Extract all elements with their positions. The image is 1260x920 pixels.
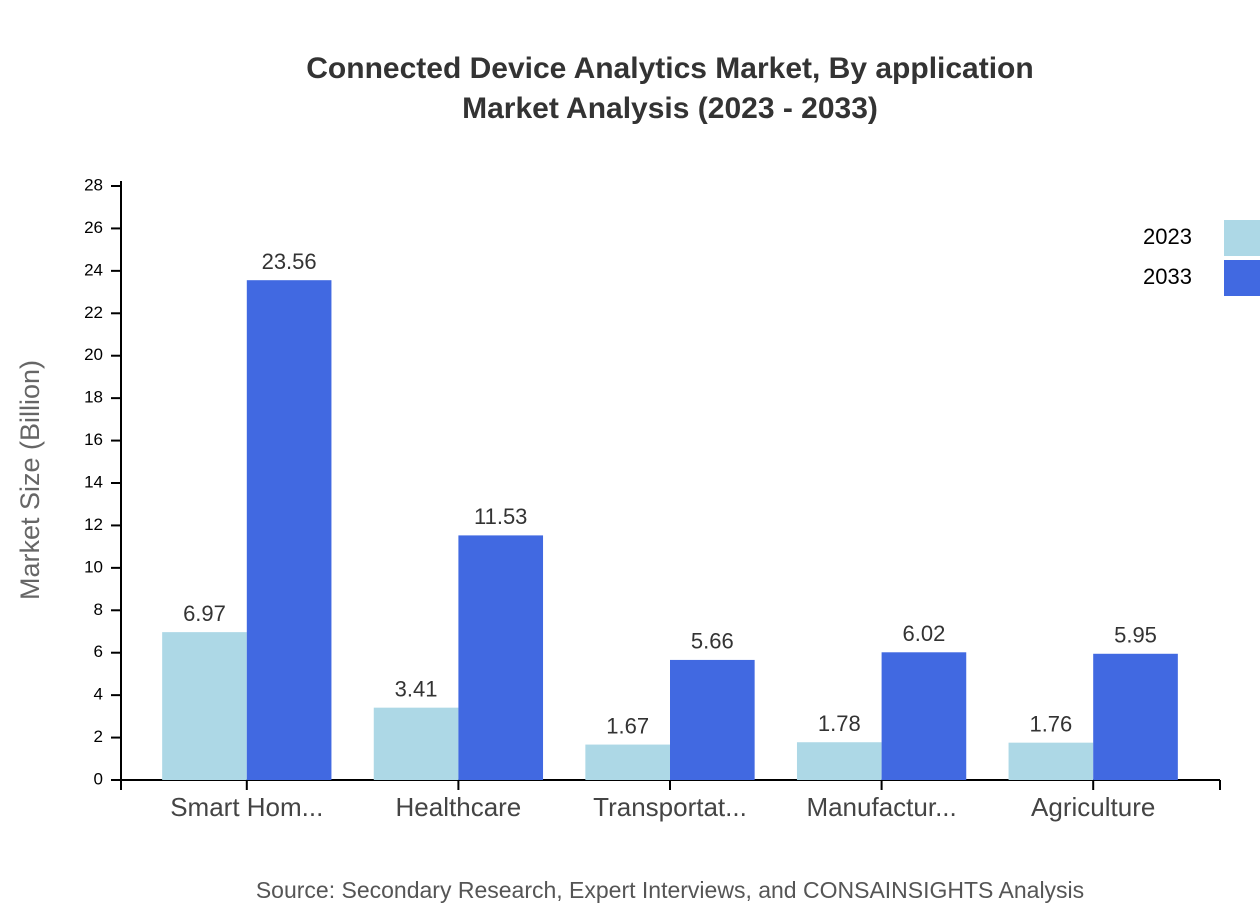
- bar: [1008, 742, 1094, 780]
- y-axis-title: Market Size (Billion): [15, 360, 45, 600]
- bar: [162, 632, 247, 780]
- bar: [246, 280, 332, 780]
- bar: [881, 652, 967, 780]
- value-label: 5.95: [1114, 623, 1157, 648]
- x-tick-label: Manufactur...: [806, 792, 956, 822]
- value-label: 1.78: [818, 711, 861, 736]
- x-tick-label: Healthcare: [396, 792, 522, 822]
- y-tick-label: 2: [94, 727, 103, 746]
- y-tick-label: 24: [84, 260, 103, 279]
- y-tick-label: 20: [84, 345, 103, 364]
- y-tick-label: 22: [84, 303, 103, 322]
- value-label: 1.76: [1029, 711, 1072, 736]
- y-tick-label: 4: [94, 685, 103, 704]
- bar: [585, 744, 670, 780]
- bar: [373, 707, 459, 780]
- value-label: 3.41: [395, 676, 438, 701]
- value-label: 5.66: [691, 629, 734, 654]
- y-tick-label: 8: [94, 600, 103, 619]
- chart-title: Connected Device Analytics Market, By ap…: [306, 52, 1033, 85]
- value-label: 11.53: [474, 504, 527, 529]
- y-tick-label: 10: [84, 557, 103, 576]
- y-tick-label: 18: [84, 388, 103, 407]
- y-tick-label: 0: [94, 769, 103, 788]
- source-note: Source: Secondary Research, Expert Inter…: [256, 877, 1084, 903]
- y-tick-label: 12: [84, 515, 103, 534]
- x-tick-label: Smart Hom...: [170, 792, 323, 822]
- legend-swatch: [1224, 220, 1260, 256]
- bar: [458, 535, 544, 780]
- x-tick-label: Transportat...: [593, 792, 747, 822]
- value-label: 1.67: [606, 713, 649, 738]
- bar: [1093, 653, 1178, 780]
- y-tick-label: 14: [84, 472, 103, 491]
- x-tick-label: Agriculture: [1031, 792, 1155, 822]
- bar: [670, 659, 755, 780]
- value-label: 6.97: [183, 601, 226, 626]
- legend-swatch: [1224, 260, 1260, 296]
- value-label: 23.56: [262, 249, 317, 274]
- y-tick-label: 28: [84, 175, 103, 194]
- y-tick-label: 6: [94, 642, 103, 661]
- y-tick-label: 26: [84, 218, 103, 237]
- y-tick-label: 16: [84, 430, 103, 449]
- chart-subtitle: Market Analysis (2023 - 2033): [462, 92, 878, 125]
- bar: [796, 742, 882, 780]
- value-label: 6.02: [903, 621, 946, 646]
- legend-label: 2023: [1143, 224, 1192, 249]
- legend-label: 2033: [1143, 264, 1192, 289]
